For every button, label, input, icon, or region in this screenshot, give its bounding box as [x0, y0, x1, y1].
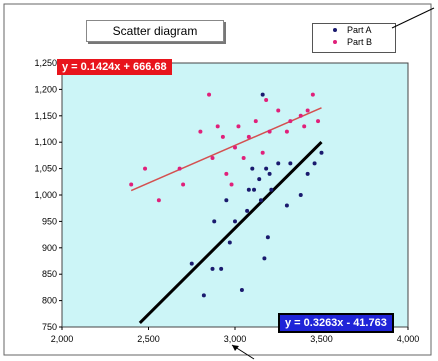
y-tick-label: 1,100	[34, 137, 57, 147]
data-point-part-a	[262, 256, 266, 260]
data-point-part-a	[268, 172, 272, 176]
data-point-part-b	[207, 93, 211, 97]
x-tick-label: 2,000	[51, 334, 74, 344]
data-point-part-a	[211, 267, 215, 271]
data-point-part-a	[228, 241, 232, 245]
data-point-part-b	[316, 119, 320, 123]
x-tick-label: 4,000	[397, 334, 420, 344]
data-point-part-b	[306, 109, 310, 113]
data-point-part-b	[143, 167, 147, 171]
data-point-part-b	[264, 98, 268, 102]
legend: Part A Part B	[312, 23, 396, 53]
data-point-part-a	[288, 161, 292, 165]
data-point-part-b	[233, 145, 237, 149]
data-point-part-a	[257, 177, 261, 181]
data-point-part-b	[299, 114, 303, 118]
x-tick-label: 2,500	[137, 334, 160, 344]
data-point-part-a	[259, 198, 263, 202]
data-point-part-a	[202, 293, 206, 297]
y-tick-label: 1,000	[34, 190, 57, 200]
data-point-part-b	[221, 135, 225, 139]
data-point-part-a	[190, 262, 194, 266]
data-point-part-a	[245, 209, 249, 213]
data-point-part-a	[252, 188, 256, 192]
plot-area	[62, 63, 408, 327]
legend-marker-part-a	[333, 28, 337, 32]
data-point-part-a	[306, 172, 310, 176]
data-point-part-b	[268, 130, 272, 134]
y-tick-label: 750	[42, 322, 57, 332]
data-point-part-b	[157, 198, 161, 202]
data-point-part-a	[212, 219, 216, 223]
legend-label-part-a: Part A	[347, 25, 372, 35]
data-point-part-b	[236, 124, 240, 128]
data-point-part-a	[261, 93, 265, 97]
data-point-part-b	[224, 172, 228, 176]
data-point-part-a	[285, 204, 289, 208]
y-tick-label: 950	[42, 216, 57, 226]
data-point-part-b	[311, 93, 315, 97]
legend-marker-part-b	[333, 40, 337, 44]
y-tick-label: 850	[42, 269, 57, 279]
data-point-part-a	[269, 188, 273, 192]
y-tick-label: 800	[42, 296, 57, 306]
data-point-part-b	[247, 135, 251, 139]
data-point-part-a	[313, 161, 317, 165]
data-point-part-b	[230, 182, 234, 186]
legend-callout-arrow	[390, 4, 438, 34]
data-point-part-a	[276, 161, 280, 165]
data-point-part-a	[233, 219, 237, 223]
y-tick-label: 1,050	[34, 164, 57, 174]
data-point-part-b	[216, 124, 220, 128]
data-point-part-b	[302, 124, 306, 128]
data-point-part-b	[288, 119, 292, 123]
x-tick-label: 3,500	[310, 334, 333, 344]
y-tick-label: 900	[42, 243, 57, 253]
data-point-part-a	[250, 167, 254, 171]
data-point-part-a	[240, 288, 244, 292]
data-point-part-a	[266, 235, 270, 239]
data-point-part-b	[276, 109, 280, 113]
data-point-part-a	[320, 151, 324, 155]
data-point-part-a	[299, 193, 303, 197]
y-tick-label: 1,150	[34, 111, 57, 121]
chart-title: Scatter diagram	[86, 20, 224, 42]
data-point-part-b	[198, 130, 202, 134]
data-point-part-a	[219, 267, 223, 271]
data-point-part-b	[254, 119, 258, 123]
legend-label-part-b: Part B	[347, 37, 372, 47]
data-point-part-b	[261, 151, 265, 155]
data-point-part-a	[224, 198, 228, 202]
data-point-part-a	[264, 167, 268, 171]
data-point-part-b	[242, 156, 246, 160]
data-point-part-b	[129, 182, 133, 186]
trendline-equation-part-b: y = 0.1424x + 666.68	[57, 59, 172, 75]
legend-entry-part-a: Part A	[313, 24, 395, 36]
data-point-part-b	[285, 130, 289, 134]
trendline-equation-part-a: y = 0.3263x - 41.763	[278, 313, 394, 333]
y-tick-label: 1,250	[34, 58, 57, 68]
data-point-part-b	[178, 167, 182, 171]
data-point-part-b	[181, 182, 185, 186]
data-point-part-b	[211, 156, 215, 160]
axis-callout-arrow	[228, 343, 258, 361]
y-tick-label: 1,200	[34, 84, 57, 94]
data-point-part-a	[247, 188, 251, 192]
legend-entry-part-b: Part B	[313, 36, 395, 48]
